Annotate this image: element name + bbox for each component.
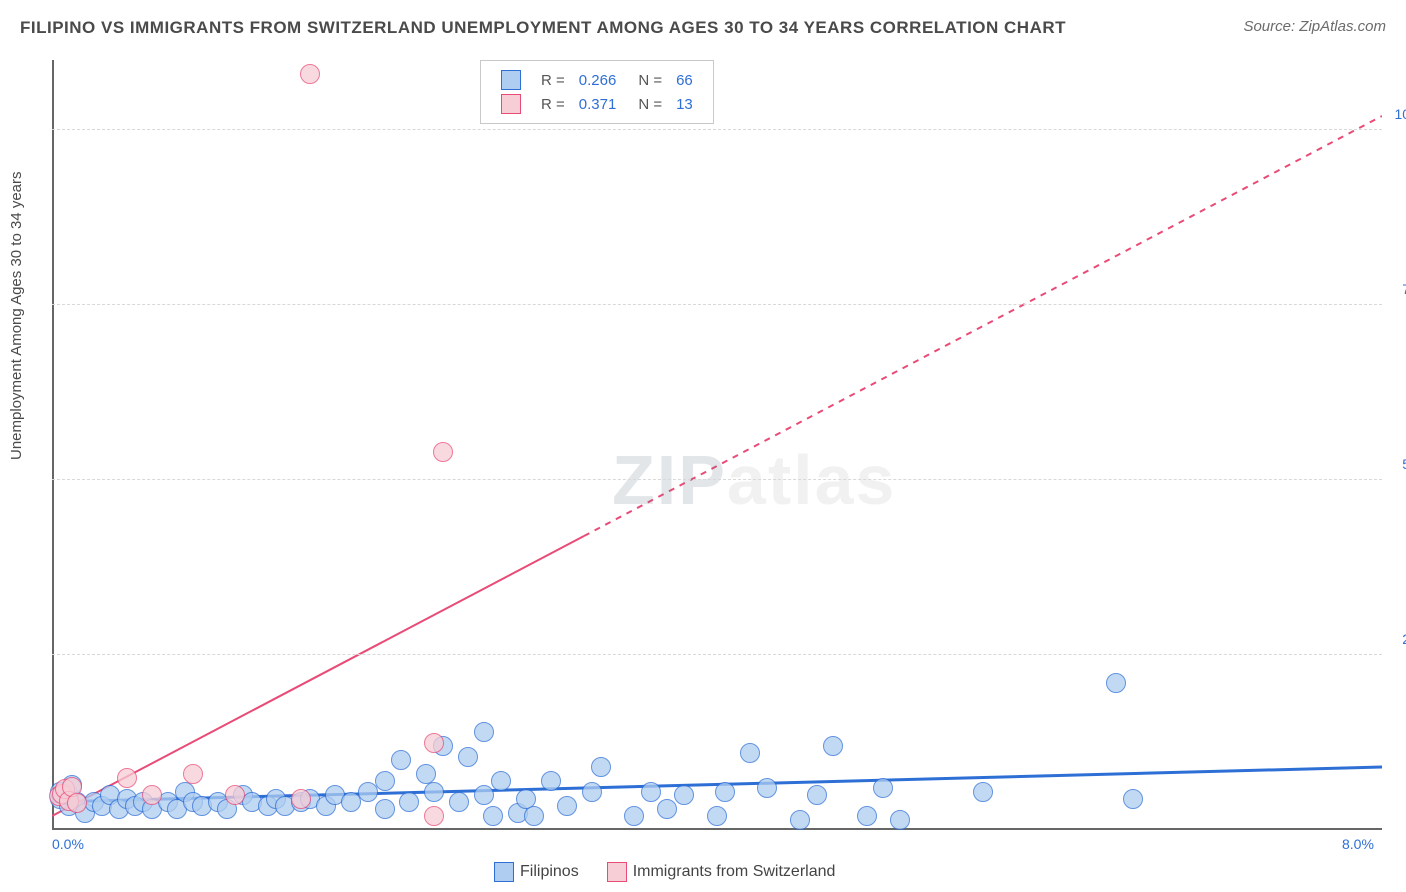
y-axis-label: Unemployment Among Ages 30 to 34 years [8, 171, 25, 460]
trend-line-swiss [584, 116, 1382, 536]
data-point-filipinos [391, 750, 411, 770]
y-tick-label: 50.0% [1387, 456, 1406, 472]
watermark: ZIPatlas [612, 440, 896, 520]
data-point-swiss [117, 768, 137, 788]
series-legend: Filipinos Immigrants from Switzerland [480, 862, 849, 882]
chart-title: FILIPINO VS IMMIGRANTS FROM SWITZERLAND … [20, 18, 1066, 38]
data-point-filipinos [541, 771, 561, 791]
legend-n-value: 13 [670, 93, 699, 115]
data-point-filipinos [757, 778, 777, 798]
legend-item: Filipinos [494, 862, 579, 882]
data-point-filipinos [582, 782, 602, 802]
data-point-filipinos [873, 778, 893, 798]
data-point-filipinos [790, 810, 810, 830]
data-point-filipinos [557, 796, 577, 816]
data-point-filipinos [1106, 673, 1126, 693]
data-point-filipinos [483, 806, 503, 826]
x-tick-label: 0.0% [52, 836, 84, 852]
data-point-swiss [300, 64, 320, 84]
legend-n-value: 66 [670, 69, 699, 91]
legend-swatch [501, 70, 521, 90]
data-point-filipinos [641, 782, 661, 802]
data-point-filipinos [591, 757, 611, 777]
data-point-swiss [183, 764, 203, 784]
data-point-filipinos [474, 785, 494, 805]
data-point-swiss [225, 785, 245, 805]
data-point-filipinos [857, 806, 877, 826]
source-attribution: Source: ZipAtlas.com [1243, 18, 1386, 35]
data-point-filipinos [674, 785, 694, 805]
data-point-filipinos [449, 792, 469, 812]
y-tick-label: 100.0% [1387, 106, 1406, 122]
y-axis [52, 60, 54, 830]
data-point-filipinos [375, 799, 395, 819]
legend-item: Immigrants from Switzerland [607, 862, 836, 882]
gridline [52, 479, 1382, 480]
data-point-filipinos [823, 736, 843, 756]
data-point-filipinos [524, 806, 544, 826]
data-point-swiss [142, 785, 162, 805]
data-point-filipinos [624, 806, 644, 826]
data-point-filipinos [1123, 789, 1143, 809]
plot-area: ZIPatlas 25.0%50.0%75.0%100.0%0.0%8.0% [52, 60, 1382, 830]
correlation-legend: R =0.266N =66 R =0.371N =13 [480, 60, 714, 124]
data-point-filipinos [657, 799, 677, 819]
legend-swatch [501, 94, 521, 114]
data-point-filipinos [707, 806, 727, 826]
legend-swatch [494, 862, 514, 882]
data-point-filipinos [474, 722, 494, 742]
data-point-swiss [433, 442, 453, 462]
legend-label: Immigrants from Switzerland [633, 863, 836, 880]
legend-r-label: R = [535, 69, 571, 91]
x-axis [52, 828, 1382, 830]
legend-r-label: R = [535, 93, 571, 115]
gridline [52, 654, 1382, 655]
data-point-filipinos [715, 782, 735, 802]
legend-n-label: N = [624, 93, 668, 115]
data-point-swiss [67, 793, 87, 813]
data-point-swiss [291, 789, 311, 809]
data-point-filipinos [424, 782, 444, 802]
legend-swatch [607, 862, 627, 882]
legend-r-value: 0.266 [573, 69, 623, 91]
data-point-swiss [424, 806, 444, 826]
gridline [52, 304, 1382, 305]
y-tick-label: 25.0% [1387, 631, 1406, 647]
legend-n-label: N = [624, 69, 668, 91]
data-point-filipinos [458, 747, 478, 767]
x-tick-label: 8.0% [1342, 836, 1374, 852]
data-point-filipinos [399, 792, 419, 812]
legend-r-value: 0.371 [573, 93, 623, 115]
data-point-filipinos [890, 810, 910, 830]
data-point-filipinos [807, 785, 827, 805]
data-point-swiss [424, 733, 444, 753]
y-tick-label: 75.0% [1387, 281, 1406, 297]
data-point-filipinos [973, 782, 993, 802]
data-point-filipinos [740, 743, 760, 763]
gridline [52, 129, 1382, 130]
data-point-filipinos [491, 771, 511, 791]
legend-label: Filipinos [520, 863, 579, 880]
data-point-filipinos [375, 771, 395, 791]
trend-lines-layer [52, 60, 1382, 830]
